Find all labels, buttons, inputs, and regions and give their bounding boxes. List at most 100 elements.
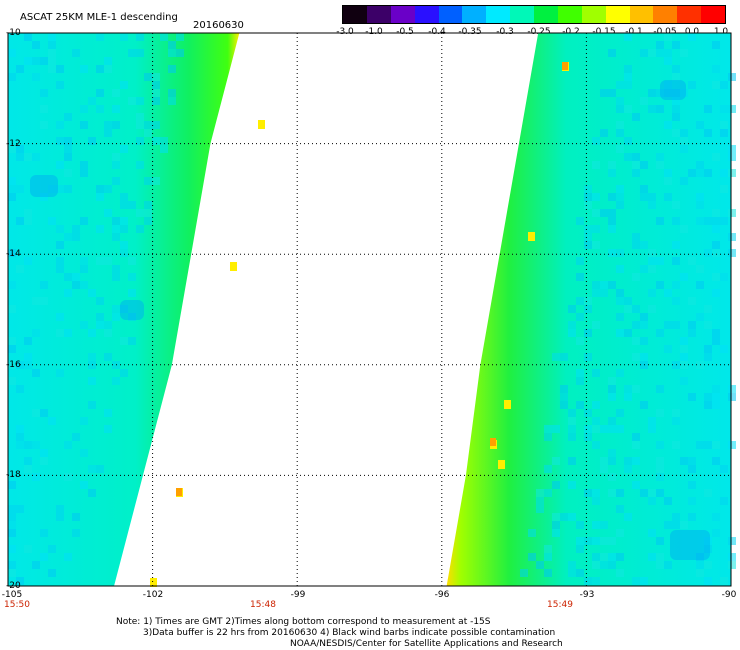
ocean-pixel <box>720 497 728 505</box>
colorbar-label: -0.25 <box>527 27 551 37</box>
ocean-pixel <box>720 185 728 193</box>
colorbar-swatch <box>510 6 534 23</box>
ocean-pixel <box>120 249 128 257</box>
ocean-pixel <box>712 329 720 337</box>
ocean-pixel <box>608 209 616 217</box>
ocean-pixel <box>112 177 120 185</box>
ocean-pixel <box>664 81 672 89</box>
ocean-pixel <box>720 121 728 129</box>
ocean-pixel <box>728 153 736 161</box>
ocean-pixel <box>96 33 104 41</box>
ocean-pixel <box>672 241 680 249</box>
ocean-pixel <box>128 337 136 345</box>
ocean-pixel <box>112 121 120 129</box>
ocean-pixel <box>112 225 120 233</box>
ocean-pixel <box>568 433 576 441</box>
ocean-pixel <box>560 393 568 401</box>
ocean-pixel <box>592 209 600 217</box>
ocean-pixel <box>16 505 24 513</box>
ocean-pixel <box>568 329 576 337</box>
ocean-pixel <box>104 353 112 361</box>
ocean-pixel <box>720 345 728 353</box>
ocean-pixel <box>600 561 608 569</box>
ocean-pixel <box>616 289 624 297</box>
ocean-pixel <box>544 553 552 561</box>
ocean-pixel <box>616 265 624 273</box>
ocean-pixel <box>712 289 720 297</box>
ocean-pixel <box>656 561 664 569</box>
ocean-pixel <box>88 329 96 337</box>
ocean-pixel <box>104 129 112 137</box>
lon-label: -96 <box>434 590 450 600</box>
ocean-pixel <box>576 273 584 281</box>
ocean-pixel <box>624 81 632 89</box>
ocean-pixel <box>152 137 160 145</box>
ocean-pixel <box>688 169 696 177</box>
ocean-pixel <box>136 113 144 121</box>
ocean-pixel <box>544 465 552 473</box>
ocean-pixel <box>152 177 160 185</box>
ocean-pixel <box>48 217 56 225</box>
note-line-1: Note: 1) Times are GMT 2)Times along bot… <box>116 617 491 627</box>
ocean-pixel <box>616 313 624 321</box>
ocean-pixel <box>688 457 696 465</box>
ocean-pixel <box>552 529 560 537</box>
ocean-pixel <box>600 425 608 433</box>
ocean-pixel <box>8 249 16 257</box>
ocean-pixel <box>96 313 104 321</box>
ocean-pixel <box>544 545 552 553</box>
ocean-pixel <box>24 57 32 65</box>
ocean-pixel <box>592 417 600 425</box>
ocean-pixel <box>56 513 64 521</box>
ocean-pixel <box>640 193 648 201</box>
ocean-pixel <box>128 201 136 209</box>
ocean-pixel <box>656 465 664 473</box>
ocean-pixel <box>128 289 136 297</box>
ocean-pixel <box>608 489 616 497</box>
ocean-pixel <box>16 217 24 225</box>
ocean-pixel <box>680 145 688 153</box>
ocean-pixel <box>704 561 712 569</box>
lat-label: -16 <box>6 360 21 370</box>
ocean-pixel <box>56 65 64 73</box>
ocean-pixel <box>672 281 680 289</box>
ocean-pixel <box>32 561 40 569</box>
ocean-pixel <box>648 193 656 201</box>
colorbar-label: 0.0 <box>684 27 700 37</box>
ocean-pixel <box>144 177 152 185</box>
ocean-pixel <box>616 129 624 137</box>
lat-label: -20 <box>6 581 21 591</box>
ocean-pixel <box>80 217 88 225</box>
ocean-pixel <box>48 65 56 73</box>
ocean-pixel <box>712 529 720 537</box>
ocean-pixel <box>608 457 616 465</box>
ocean-pixel <box>640 337 648 345</box>
ocean-pixel <box>104 321 112 329</box>
ocean-pixel <box>712 457 720 465</box>
ocean-pixel <box>32 473 40 481</box>
ocean-pixel <box>80 281 88 289</box>
ocean-pixel <box>120 217 128 225</box>
ocean-pixel <box>656 489 664 497</box>
ocean-pixel <box>136 49 144 57</box>
ocean-pixel <box>8 305 16 313</box>
ocean-pixel <box>584 433 592 441</box>
ocean-pixel <box>40 449 48 457</box>
ocean-patch <box>30 175 58 197</box>
ocean-pixel <box>584 353 592 361</box>
ocean-pixel <box>712 393 720 401</box>
ocean-pixel <box>616 329 624 337</box>
ocean-pixel <box>712 337 720 345</box>
edge-pixel <box>562 62 568 70</box>
ocean-pixel <box>536 489 544 497</box>
ocean-pixel <box>656 281 664 289</box>
ocean-pixel <box>64 233 72 241</box>
ocean-pixel <box>16 265 24 273</box>
ocean-pixel <box>704 129 712 137</box>
ocean-pixel <box>632 161 640 169</box>
ocean-patch <box>670 530 710 560</box>
ocean-pixel <box>680 49 688 57</box>
ocean-pixel <box>672 105 680 113</box>
ocean-pixel <box>592 369 600 377</box>
ocean-pixel <box>616 105 624 113</box>
